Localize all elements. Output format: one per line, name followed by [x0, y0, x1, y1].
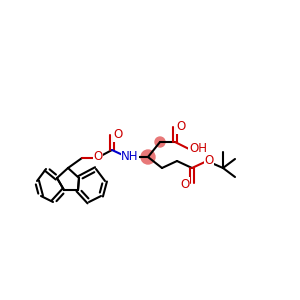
Text: O: O — [93, 151, 103, 164]
Text: O: O — [176, 121, 186, 134]
Text: O: O — [113, 128, 123, 142]
Text: O: O — [204, 154, 214, 166]
Text: O: O — [180, 178, 190, 190]
Circle shape — [141, 150, 155, 164]
Text: OH: OH — [189, 142, 207, 155]
Text: NH: NH — [121, 149, 139, 163]
Circle shape — [155, 137, 165, 147]
